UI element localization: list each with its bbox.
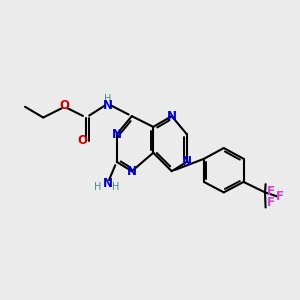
Text: F: F [266,196,274,209]
Text: H: H [104,94,111,104]
Text: N: N [182,155,192,168]
Text: H: H [94,182,102,192]
Text: N: N [127,165,137,178]
Text: N: N [103,177,112,190]
Text: N: N [103,99,112,112]
Text: N: N [167,110,177,123]
Text: H: H [112,182,120,192]
Text: F: F [276,190,284,203]
Text: F: F [266,184,274,197]
Text: O: O [77,134,87,147]
Text: N: N [112,128,122,141]
Text: O: O [60,99,70,112]
